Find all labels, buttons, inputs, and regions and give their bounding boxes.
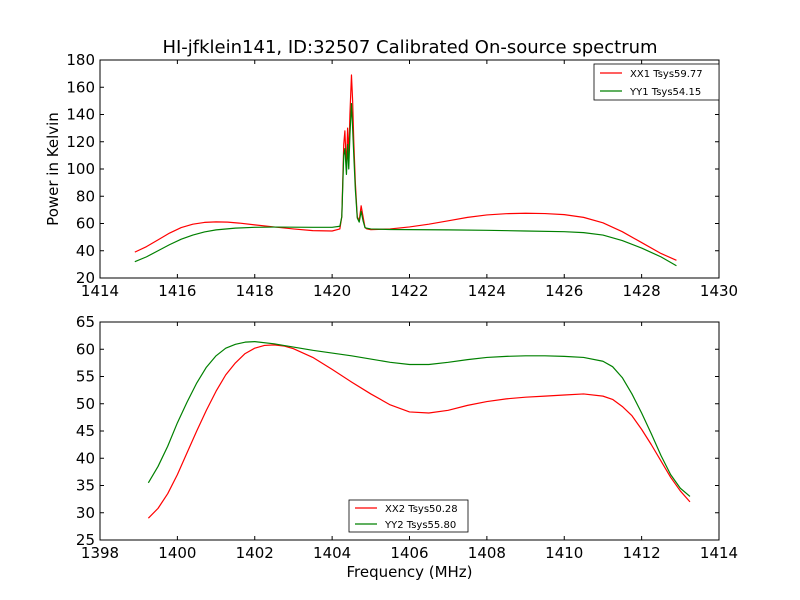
x-tick-label: 1414 [700, 544, 738, 562]
series-line-2-2 [147, 341, 691, 497]
x-tick-label: 1422 [390, 282, 428, 300]
series-line-1-1 [134, 74, 677, 261]
y-tick-label: 140 [66, 106, 95, 124]
x-axis-label: Frequency (MHz) [346, 563, 472, 581]
y-tick-label: 65 [76, 313, 95, 331]
series-line-2-1 [147, 344, 691, 519]
x-tick-label: 1428 [623, 282, 661, 300]
y-tick-label: 40 [76, 242, 95, 260]
x-tick-label: 1430 [700, 282, 738, 300]
y-tick-label: 80 [76, 187, 95, 205]
y-tick-label: 20 [76, 269, 95, 287]
subplot-1: 1414 1416 1418 1420 1422 1424 1426 1428 1430 20 40… [44, 51, 738, 300]
legend-1: XX1 Tsys59.77 YY1 Tsys54.15 [593, 63, 720, 101]
x-tick-label: 1410 [545, 544, 583, 562]
y-tick-label: 45 [76, 422, 95, 440]
legend-label: YY1 Tsys54.15 [629, 87, 701, 98]
x-tick-label: 1404 [313, 544, 351, 562]
x-tick-label: 1412 [623, 544, 661, 562]
legend-box [593, 63, 720, 101]
y-tick-label: 25 [76, 531, 95, 549]
series-line-1-2 [134, 103, 677, 267]
legend-2: XX2 Tsys50.28 YY2 Tsys55.80 [348, 499, 469, 533]
y-tick-label: 120 [66, 133, 95, 151]
y-tick-label: 40 [76, 449, 95, 467]
y-tick-label: 60 [76, 340, 95, 358]
x-tick-label: 1408 [468, 544, 506, 562]
subplots: 1414 1416 1418 1420 1422 1424 1426 1428 1430 20 40… [44, 51, 738, 581]
x-tick-label: 1426 [545, 282, 583, 300]
y-axis-label: Power in Kelvin [44, 112, 62, 226]
x-tick-label: 1400 [158, 544, 196, 562]
x-tick-label: 1416 [158, 282, 196, 300]
subplot-2: 1398 1400 1402 1404 1406 1408 1410 1412 1414 25 30… [76, 313, 738, 581]
x-tick-label: 1402 [236, 544, 274, 562]
legend-box [348, 499, 469, 533]
legend-label: XX2 Tsys50.28 [385, 504, 458, 515]
x-tick-label: 1398 [81, 544, 119, 562]
figure-title: HI-jfklein141, ID:32507 Calibrated On-so… [162, 37, 657, 58]
y-tick-label: 35 [76, 477, 95, 495]
x-tick-label: 1424 [468, 282, 506, 300]
y-tick-label: 50 [76, 395, 95, 413]
y-tick-label: 60 [76, 215, 95, 233]
y-tick-label: 160 [66, 78, 95, 96]
y-tick-label: 180 [66, 51, 95, 69]
x-tick-label: 1420 [313, 282, 351, 300]
y-tick-label: 30 [76, 504, 95, 522]
y-tick-label: 55 [76, 368, 95, 386]
legend-label: XX1 Tsys59.77 [630, 69, 703, 80]
legend-label: YY2 Tsys55.80 [384, 520, 456, 531]
x-tick-label: 1418 [236, 282, 274, 300]
y-tick-label: 100 [66, 160, 95, 178]
x-tick-label: 1414 [81, 282, 119, 300]
x-tick-label: 1406 [390, 544, 428, 562]
